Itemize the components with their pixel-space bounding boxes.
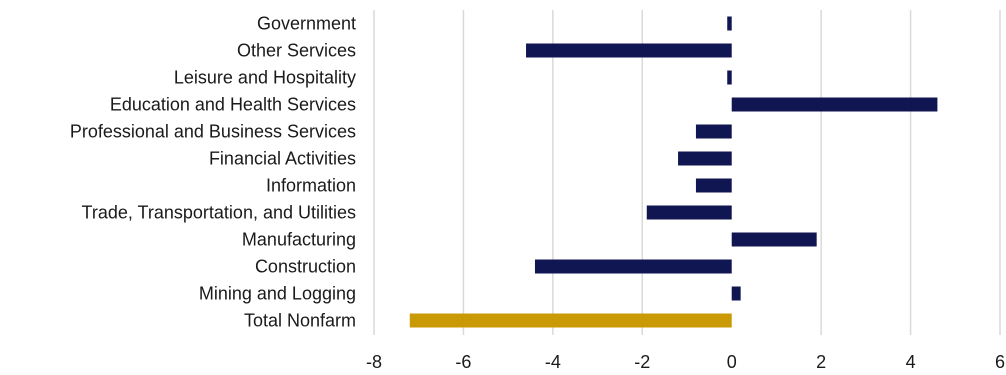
category-label: Government	[257, 14, 356, 34]
bar	[727, 16, 732, 31]
category-labels: Government Other Services Leisure and Hosp…	[70, 14, 356, 331]
category-label: Professional and Business Services	[70, 122, 356, 142]
bar	[731, 286, 741, 301]
bar	[646, 205, 732, 220]
x-tick-label: 2	[816, 352, 826, 372]
category-label: Financial Activities	[209, 149, 356, 169]
bar	[727, 70, 732, 85]
x-tick-label: 0	[727, 352, 737, 372]
x-tick-label: -6	[455, 352, 471, 372]
category-label: Leisure and Hospitality	[174, 68, 356, 88]
category-label: Trade, Transportation, and Utilities	[82, 203, 356, 223]
gridlines	[373, 10, 1001, 335]
x-tick-label: -2	[634, 352, 650, 372]
x-tick-labels: -8 -6 -4 -2 0 2 4 6	[366, 352, 1005, 372]
bar	[534, 259, 732, 274]
category-label: Construction	[255, 257, 356, 277]
bar	[678, 151, 732, 166]
x-tick-label: 4	[906, 352, 916, 372]
x-tick-label: 6	[995, 352, 1005, 372]
bar	[731, 97, 938, 112]
category-label: Other Services	[237, 41, 356, 61]
category-label: Information	[266, 176, 356, 196]
bar	[695, 124, 732, 139]
bar	[409, 313, 732, 328]
category-label: Total Nonfarm	[244, 311, 356, 331]
category-label: Education and Health Services	[110, 95, 356, 115]
bar	[731, 232, 817, 247]
category-label: Mining and Logging	[199, 284, 356, 304]
x-tick-label: -4	[545, 352, 561, 372]
bar	[526, 43, 732, 58]
bar	[695, 178, 732, 193]
category-label: Manufacturing	[242, 230, 356, 250]
bars	[409, 16, 938, 328]
x-tick-label: -8	[366, 352, 382, 372]
